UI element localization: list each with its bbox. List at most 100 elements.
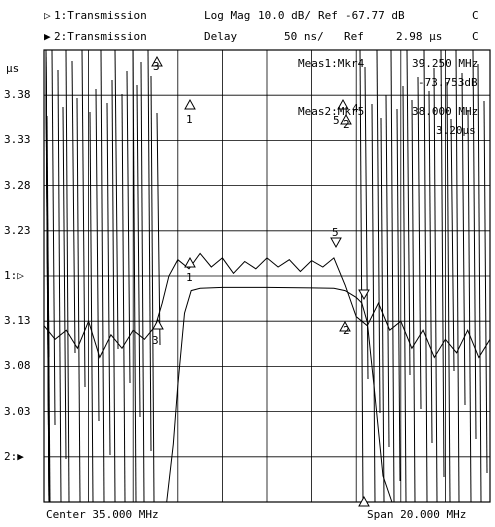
marker-1-ch1: [184, 98, 196, 110]
trace-ch2-noise-segment: [472, 49, 477, 440]
trace-ch2-noise-segment: [461, 72, 466, 406]
center-frequency[interactable]: Center 35.000 MHz: [46, 508, 159, 521]
marker-2-ch1: [340, 113, 352, 125]
trace-ch2-noise-segment: [106, 102, 111, 456]
y-tick-label: 3.03: [4, 404, 31, 418]
trace-ch2-noise-segment: [402, 85, 407, 503]
trace-ch2-noise-segment: [411, 99, 416, 503]
traces: [43, 49, 491, 503]
ch1-scale[interactable]: 10.0 dB/: [258, 9, 311, 22]
trace-ch2-noise-segment: [440, 49, 445, 478]
marker-3-ch1-label: 3: [153, 60, 160, 73]
ch2-label[interactable]: 2:Transmission: [54, 30, 147, 43]
y-tick-label: 3.33: [4, 133, 31, 147]
trace-ch2-noise-segment: [364, 66, 369, 380]
marker-5-ch1-label: 5: [333, 114, 340, 127]
trace-ch2-noise-segment: [446, 81, 451, 503]
ch2-ref-label: Ref: [344, 30, 364, 43]
marker-2-ch2-label: 2: [343, 324, 350, 337]
trace-ch2-noise-segment: [89, 111, 94, 503]
trace-ch2-noise-segment: [455, 49, 460, 503]
meas1-level: -73.753dB: [418, 76, 478, 89]
ch1-label[interactable]: 1:Transmission: [54, 9, 147, 22]
span-marker: [358, 495, 370, 507]
ch1-coupling: C: [472, 9, 479, 22]
trace-ch2-noise-segment: [390, 49, 395, 503]
meas2-label: Meas2:Mkr5: [298, 105, 365, 118]
trace-ch2-noise-segment: [95, 88, 100, 422]
trace-ch2-noise-segment: [428, 90, 433, 444]
ch2-format[interactable]: Delay: [204, 30, 238, 43]
marker-1-ch2: [184, 256, 196, 268]
trace-ch2-noise-segment: [111, 79, 116, 503]
marker-2-ch2: [339, 320, 351, 332]
graticule: [43, 49, 491, 503]
trace-ch2-noise-segment: [46, 115, 51, 503]
ch2-scale[interactable]: 50 ns/: [284, 30, 324, 43]
trace-ch2-noise-segment: [81, 49, 86, 388]
meas1-freq: 39.250 MHz: [412, 57, 479, 70]
trace-ch2-noise-segment: [51, 49, 56, 426]
trace-ch2-noise-segment: [100, 49, 105, 503]
trace-ch2-noise-segment: [417, 76, 422, 410]
marker-5-ch2-b: [358, 289, 370, 301]
trace-ch2-noise-segment: [396, 108, 401, 482]
y-tick-label: 3.13: [4, 314, 31, 328]
meas1-label: Meas1:Mkr4: [298, 57, 365, 70]
trace-ch2-noise-segment: [136, 84, 141, 418]
y-tick-label: 2:▶: [4, 449, 24, 463]
trace-ch2-noise-segment: [483, 100, 488, 474]
trace-ch2-noise-segment: [121, 93, 126, 503]
y-axis-unit: µs: [6, 62, 20, 75]
trace-ch2-noise-segment: [65, 49, 70, 503]
marker-5-ch2-label: 5: [332, 226, 339, 239]
marker-1-ch1-label: 1: [186, 113, 193, 126]
marker-3-ch2: [152, 318, 164, 330]
trace-ch2-noise-segment: [406, 49, 411, 376]
trace-ch2-noise-segment: [76, 97, 81, 503]
trace-ch2-noise-segment: [467, 109, 472, 503]
trace-ch2-noise-segment: [359, 49, 364, 503]
marker-1-ch2-label: 1: [186, 271, 193, 284]
y-tick-label: 3.28: [4, 178, 31, 192]
y-tick-label: 1:▷: [4, 269, 24, 282]
trace-ch2-noise-segment: [71, 60, 76, 354]
trace-ch2-noise-segment: [477, 63, 482, 503]
ch2-ref-value[interactable]: 2.98 µs: [396, 30, 443, 43]
ch2-coupling: C: [472, 30, 479, 43]
trace-ch2-noise-segment: [132, 49, 137, 503]
trace-ch2-noise-segment: [450, 118, 455, 372]
trace-ch2-noise-segment: [62, 106, 67, 460]
meas2-freq: 38.000 MHz: [412, 105, 479, 118]
ch1-format[interactable]: Log Mag: [204, 9, 251, 22]
trace-ch2-noise-segment: [376, 49, 381, 414]
trace-ch2-noise-segment: [114, 49, 119, 350]
y-tick-label: 3.08: [4, 359, 31, 373]
meas2-delay: 3.20µs: [436, 124, 476, 137]
trace-ch1-log-mag: [44, 286, 490, 503]
trace-ch2-noise-segment: [57, 69, 62, 503]
span-frequency[interactable]: Span 20.000 MHz: [367, 508, 467, 521]
marker-5-ch2: [330, 237, 342, 249]
trace-ch2-noise-segment: [433, 67, 438, 503]
ch2-symbol: ▶: [44, 30, 51, 43]
marker-2-ch1-label: 2: [343, 118, 350, 131]
trace-ch2-noise-segment: [423, 49, 428, 503]
trace-ch2-noise-segment: [156, 112, 161, 346]
trace-ch2-noise-segment: [147, 49, 152, 452]
marker-3-ch1: [151, 55, 163, 67]
trace-ch2-noise-segment: [150, 75, 155, 503]
ch1-ref-value[interactable]: -67.77 dB: [345, 9, 405, 22]
trace-ch2-noise-segment: [371, 103, 376, 503]
trace-ch2-noise-segment: [126, 70, 131, 384]
trace-ch2-noise-segment: [380, 117, 385, 503]
y-tick-label: 3.23: [4, 223, 31, 237]
marker-3-ch2-label: 3: [152, 334, 159, 347]
ch1-ref-label: Ref: [318, 9, 338, 22]
trace-ch2-noise-segment: [140, 61, 145, 503]
y-tick-label: 3.38: [4, 88, 31, 102]
marker-4-ch1: [337, 98, 349, 110]
trace-ch2-noise-segment: [385, 94, 390, 448]
